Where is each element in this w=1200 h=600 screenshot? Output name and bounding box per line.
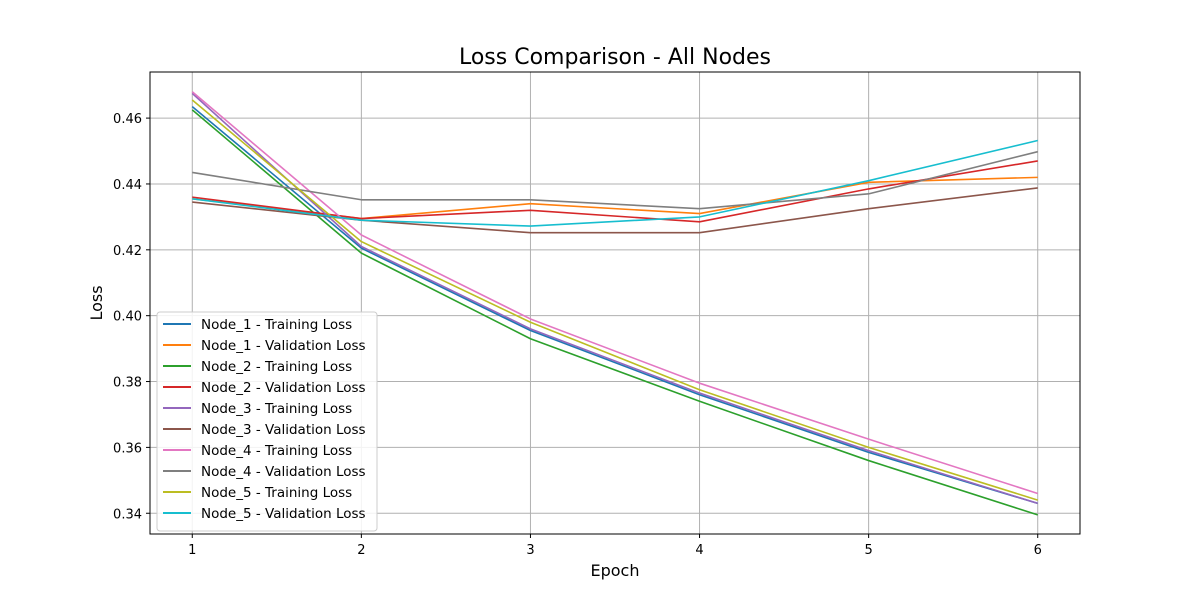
x-tick-label: 4 [695,543,703,558]
x-tick-label: 6 [1034,543,1042,558]
legend-label: Node_4 - Validation Loss [201,464,366,480]
legend-label: Node_2 - Training Loss [201,359,352,375]
axis-ticks: 1 2 3 4 5 6 0.34 0.36 0.38 0.40 0.42 0.44 0.46 [113,112,1042,558]
series-line-9 [191,99,1038,501]
legend-box [156,311,378,532]
x-tick-label: 3 [526,543,534,558]
legend-item: Node_5 - Training Loss [163,485,352,501]
series-line-4 [192,160,1038,223]
y-tick-label: 0.40 [113,310,142,325]
legend-label: Node_4 - Training Loss [201,443,352,459]
legend-label: Node_5 - Training Loss [201,485,352,501]
y-tick-label: 0.38 [113,376,142,391]
legend-item: Node_3 - Training Loss [163,401,352,417]
series-line-8 [192,150,1038,210]
series-lines [191,91,1038,516]
series-line-6 [192,187,1038,234]
series-line-3 [191,109,1038,516]
legend-item: Node_2 - Validation Loss [163,380,366,396]
legend-label: Node_1 - Training Loss [201,317,352,333]
legend-item: Node_2 - Training Loss [163,359,352,375]
legend-label: Node_3 - Validation Loss [201,422,366,438]
y-tick-label: 0.36 [113,441,142,456]
y-tick-label: 0.44 [113,178,142,193]
x-tick-label: 1 [188,543,196,558]
series-line-5 [191,92,1038,505]
y-tick-label: 0.46 [113,112,142,127]
x-tick-label: 2 [357,543,365,558]
series-line-7 [191,91,1038,495]
legend-item: Node_4 - Validation Loss [163,464,366,480]
y-tick-label: 0.34 [113,507,142,522]
series-line-1 [191,105,1038,505]
series-line-10 [192,139,1038,227]
x-axis-title: Epoch [591,561,640,580]
legend-label: Node_2 - Validation Loss [201,380,366,396]
y-tick-label: 0.42 [113,244,142,259]
legend-item: Node_1 - Training Loss [163,317,352,333]
legend-label: Node_1 - Validation Loss [201,338,366,354]
legend-item: Node_5 - Validation Loss [163,506,366,522]
grid [150,72,1080,534]
x-tick-label: 5 [864,543,872,558]
legend-item: Node_3 - Validation Loss [163,422,366,438]
chart-title: Loss Comparison - All Nodes [459,45,771,70]
plot-frame [149,71,1081,535]
legend-item: Node_4 - Training Loss [163,443,352,459]
legend-item: Node_1 - Validation Loss [163,338,366,354]
legend-label: Node_3 - Training Loss [201,401,352,417]
legend: Node_1 - Training Loss Node_1 - Validatio… [156,311,378,532]
y-axis-title: Loss [87,285,106,320]
legend-label: Node_5 - Validation Loss [201,506,366,522]
